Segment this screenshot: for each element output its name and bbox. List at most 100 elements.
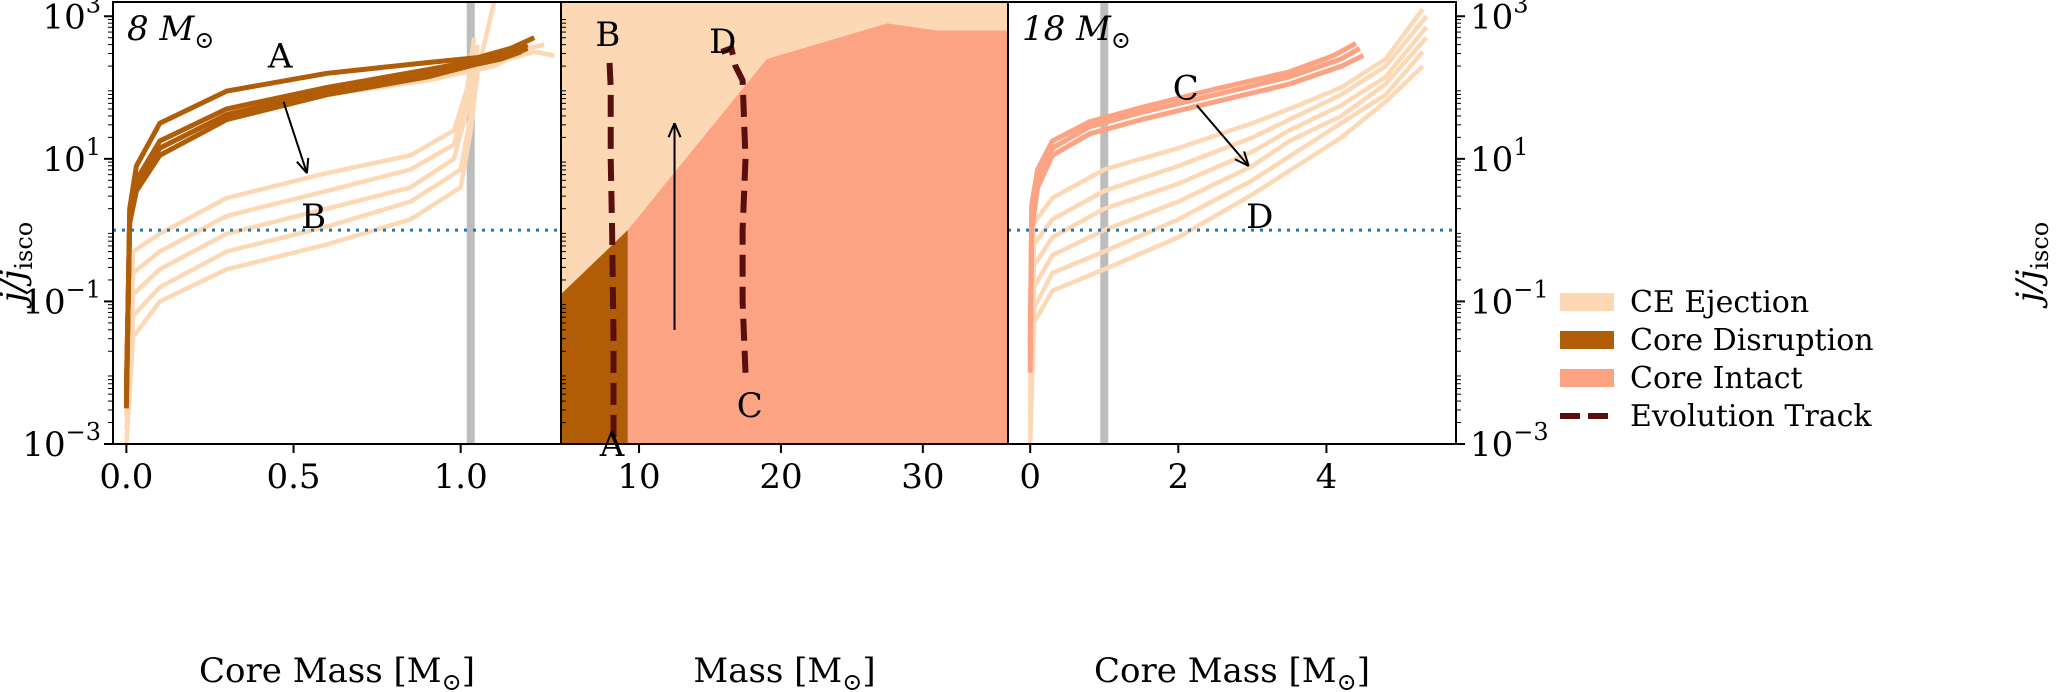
point-label-D: D bbox=[1246, 197, 1273, 237]
series-line-3 bbox=[124, 51, 477, 416]
y-tick-exponent: 1 bbox=[1513, 133, 1528, 161]
x-tick-label: 0.5 bbox=[266, 457, 320, 497]
x-axis-label-close: ] bbox=[1357, 651, 1370, 691]
y-tick-exponent: −3 bbox=[66, 418, 101, 446]
y-tick-exponent: −1 bbox=[66, 275, 101, 303]
series-line-2 bbox=[124, 44, 480, 430]
x-tick-label: 2 bbox=[1167, 457, 1189, 497]
evolution-arrowhead bbox=[296, 157, 310, 174]
msun-subscript: ⊙ bbox=[442, 668, 462, 692]
series-line-5 bbox=[1027, 14, 1429, 388]
x-axis-label-text: Core Mass [M bbox=[1094, 651, 1337, 691]
legend-label: Core Intact bbox=[1630, 361, 1803, 396]
series-line-2 bbox=[1027, 50, 1425, 430]
point-label-B: B bbox=[301, 197, 326, 237]
series-line-9 bbox=[1027, 41, 1358, 345]
x-axis-label-close: ] bbox=[862, 651, 875, 691]
y-tick-label-left: 10−3 bbox=[22, 418, 101, 465]
y-tick-base: 10 bbox=[22, 282, 65, 322]
y-tick-base: 10 bbox=[1470, 282, 1513, 322]
y-tick-label-right: 10−1 bbox=[1470, 275, 1549, 322]
plot-area bbox=[561, 2, 1008, 444]
evolution-track-2 bbox=[720, 44, 749, 373]
panel-mass-label: 18 M⊙ bbox=[1022, 9, 1131, 54]
y-axis-label-right: j/jisco bbox=[2009, 222, 2054, 309]
evolution-arrowhead bbox=[667, 122, 682, 138]
y-tick-base: 10 bbox=[1470, 140, 1513, 180]
msun-subscript: ⊙ bbox=[842, 668, 862, 692]
msun-subscript: ⊙ bbox=[194, 26, 214, 54]
evolution-arrow bbox=[282, 101, 308, 174]
evolution-arrowhead bbox=[1234, 151, 1250, 167]
msun-subscript: ⊙ bbox=[1337, 668, 1357, 692]
x-tick-label: 0 bbox=[1019, 457, 1041, 497]
x-tick-label: 4 bbox=[1316, 457, 1338, 497]
x-axis-label: Mass [M⊙] bbox=[693, 651, 875, 692]
y-tick-label-right: 103 bbox=[1470, 0, 1529, 37]
y-tick-exponent: 3 bbox=[86, 0, 101, 18]
x-axis-label-close: ] bbox=[462, 651, 475, 691]
plot-area bbox=[1008, 2, 1456, 444]
y-tick-label-left: 10−1 bbox=[22, 275, 101, 322]
x-tick-label: 10 bbox=[617, 457, 660, 497]
panel-mass-text: 18 M bbox=[1022, 9, 1112, 49]
series-line-5 bbox=[124, 37, 477, 388]
legend-label: Evolution Track bbox=[1630, 399, 1872, 434]
y-tick-exponent: 1 bbox=[86, 133, 101, 161]
x-tick-label: 20 bbox=[759, 457, 802, 497]
series-line-1 bbox=[1027, 64, 1425, 444]
axes-frame bbox=[1007, 1, 1457, 445]
x-tick-label: 30 bbox=[901, 457, 944, 497]
series-line-11 bbox=[123, 49, 522, 388]
series-line-4 bbox=[1027, 25, 1429, 402]
y-tick-label-right: 10−3 bbox=[1470, 418, 1549, 465]
y-tick-exponent: −1 bbox=[1513, 275, 1548, 303]
legend-swatch-ci bbox=[1560, 369, 1614, 387]
y-tick-base: 10 bbox=[22, 425, 65, 465]
point-label-D: D bbox=[709, 22, 736, 62]
panel-mass-text: 8 M bbox=[127, 9, 195, 49]
y-axis-label-text: j/j bbox=[2009, 269, 2049, 309]
point-label-C: C bbox=[737, 386, 763, 426]
panel-mass-label: 8 M⊙ bbox=[127, 9, 214, 54]
legend-swatch-cd bbox=[1560, 331, 1614, 349]
series-line-4 bbox=[124, 44, 477, 402]
y-tick-exponent: −3 bbox=[1513, 418, 1548, 446]
y-axis-label-text: j/j bbox=[0, 269, 33, 309]
x-axis-label-text: Mass [M bbox=[693, 651, 842, 691]
msun-subscript: ⊙ bbox=[1111, 26, 1131, 54]
x-tick-label: 0.0 bbox=[99, 457, 153, 497]
x-axis-label: Core Mass [M⊙] bbox=[1094, 651, 1370, 692]
legend-label: CE Ejection bbox=[1630, 285, 1809, 320]
series-line-6 bbox=[1027, 7, 1425, 373]
point-label-C: C bbox=[1173, 69, 1199, 109]
evolution-track-1 bbox=[606, 55, 617, 437]
region-core-intact bbox=[561, 23, 1008, 444]
series-line-3 bbox=[1027, 36, 1429, 416]
legend-label: Core Disruption bbox=[1630, 323, 1874, 358]
x-axis-label: Core Mass [M⊙] bbox=[199, 651, 475, 692]
x-tick-label: 1.0 bbox=[434, 457, 488, 497]
y-tick-label-right: 101 bbox=[1470, 133, 1529, 180]
y-tick-exponent: 3 bbox=[1513, 0, 1528, 18]
y-tick-base: 10 bbox=[42, 0, 85, 37]
legend-swatch-ce bbox=[1560, 293, 1614, 311]
y-tick-label-left: 103 bbox=[42, 0, 101, 37]
x-axis-label-text: Core Mass [M bbox=[199, 651, 442, 691]
y-tick-base: 10 bbox=[1470, 425, 1513, 465]
y-tick-base: 10 bbox=[1470, 0, 1513, 37]
point-label-A: A bbox=[267, 36, 293, 76]
y-tick-base: 10 bbox=[42, 140, 85, 180]
plot-area bbox=[113, 2, 561, 444]
y-tick-label-left: 101 bbox=[42, 133, 101, 180]
point-label-B: B bbox=[595, 15, 620, 55]
evolution-arrow bbox=[1196, 104, 1250, 167]
y-axis-label-sub: isco bbox=[10, 222, 38, 270]
y-axis-label-sub: isco bbox=[2026, 222, 2054, 270]
